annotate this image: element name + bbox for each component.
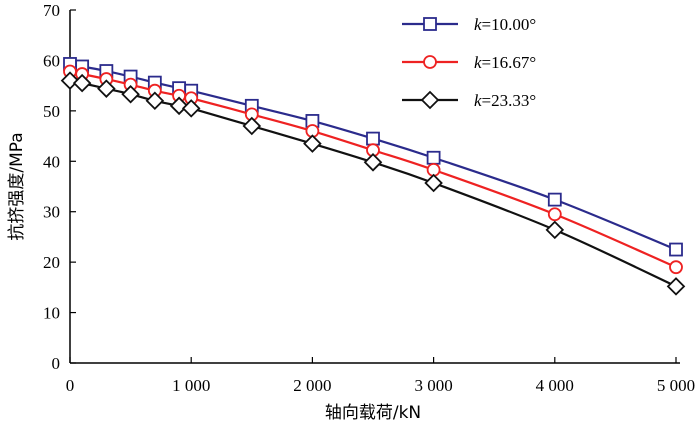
data-point-circle [669, 260, 683, 275]
plot-area: 0 1 000 2 000 3 000 4 000 5 000 0 10 20 30 40 50 60… [43, 1, 695, 395]
data-point-diamond [169, 96, 189, 116]
y-tick-label: 30 [43, 203, 60, 222]
y-axis-title: 抗挤强度/MPa [7, 132, 27, 240]
legend-label-value: =23.33° [482, 91, 537, 110]
legend-item: k=16.67° [402, 53, 536, 72]
data-point-diamond [666, 277, 686, 296]
data-point-diamond [545, 220, 565, 240]
series-3 [60, 71, 686, 296]
legend-label: k=16.67° [474, 53, 536, 72]
x-axis-ticks: 0 1 000 2 000 3 000 4 000 5 000 [66, 357, 695, 395]
data-point-square [547, 192, 562, 207]
legend-label-variable: k [474, 91, 482, 110]
legend-label-variable: k [474, 15, 482, 34]
x-axis-title: 轴向载荷/kN [325, 403, 421, 423]
legend-label: k=23.33° [474, 91, 536, 110]
y-tick-label: 40 [43, 152, 60, 171]
x-tick-label: 2 000 [293, 376, 331, 395]
data-point-diamond [121, 84, 140, 104]
y-tick-label: 0 [52, 354, 61, 373]
legend-item: k=10.00° [402, 15, 536, 34]
data-point-diamond [72, 73, 92, 93]
data-point-diamond [424, 173, 443, 193]
legend-item: k=23.33° [402, 90, 536, 110]
data-point-square [426, 150, 441, 165]
x-tick-label: 4 000 [536, 376, 574, 395]
data-point-diamond [303, 134, 322, 153]
x-tick-label: 1 000 [172, 376, 210, 395]
data-point-diamond [60, 71, 80, 90]
series-line [69, 79, 677, 288]
legend-label: k=10.00° [474, 15, 536, 34]
series-layer [60, 57, 686, 296]
x-tick-label: 0 [66, 376, 75, 395]
y-tick-label: 10 [43, 304, 60, 323]
y-axis-ticks: 0 10 20 30 40 50 60 70 [43, 1, 76, 373]
legend: k=10.00°k=16.67°k=23.33° [402, 15, 536, 110]
legend-marker-circle [423, 55, 437, 69]
y-tick-label: 60 [43, 51, 60, 70]
x-tick-label: 3 000 [414, 376, 452, 395]
x-tick-label: 5 000 [657, 376, 695, 395]
data-point-diamond [363, 153, 383, 172]
legend-marker-diamond [420, 90, 440, 110]
data-point-diamond [97, 79, 116, 98]
legend-marker-square [423, 17, 437, 31]
y-tick-label: 20 [43, 253, 60, 272]
data-point-diamond [242, 116, 262, 136]
data-point-diamond [181, 99, 201, 118]
y-tick-label: 50 [43, 102, 60, 121]
data-point-diamond [145, 91, 165, 111]
data-point-square [669, 242, 683, 257]
data-point-circle [547, 207, 562, 222]
legend-label-value: =10.00° [482, 15, 537, 34]
legend-label-variable: k [474, 53, 482, 72]
y-tick-label: 70 [43, 1, 60, 20]
data-point-square [366, 131, 380, 146]
legend-label-value: =16.67° [482, 53, 537, 72]
